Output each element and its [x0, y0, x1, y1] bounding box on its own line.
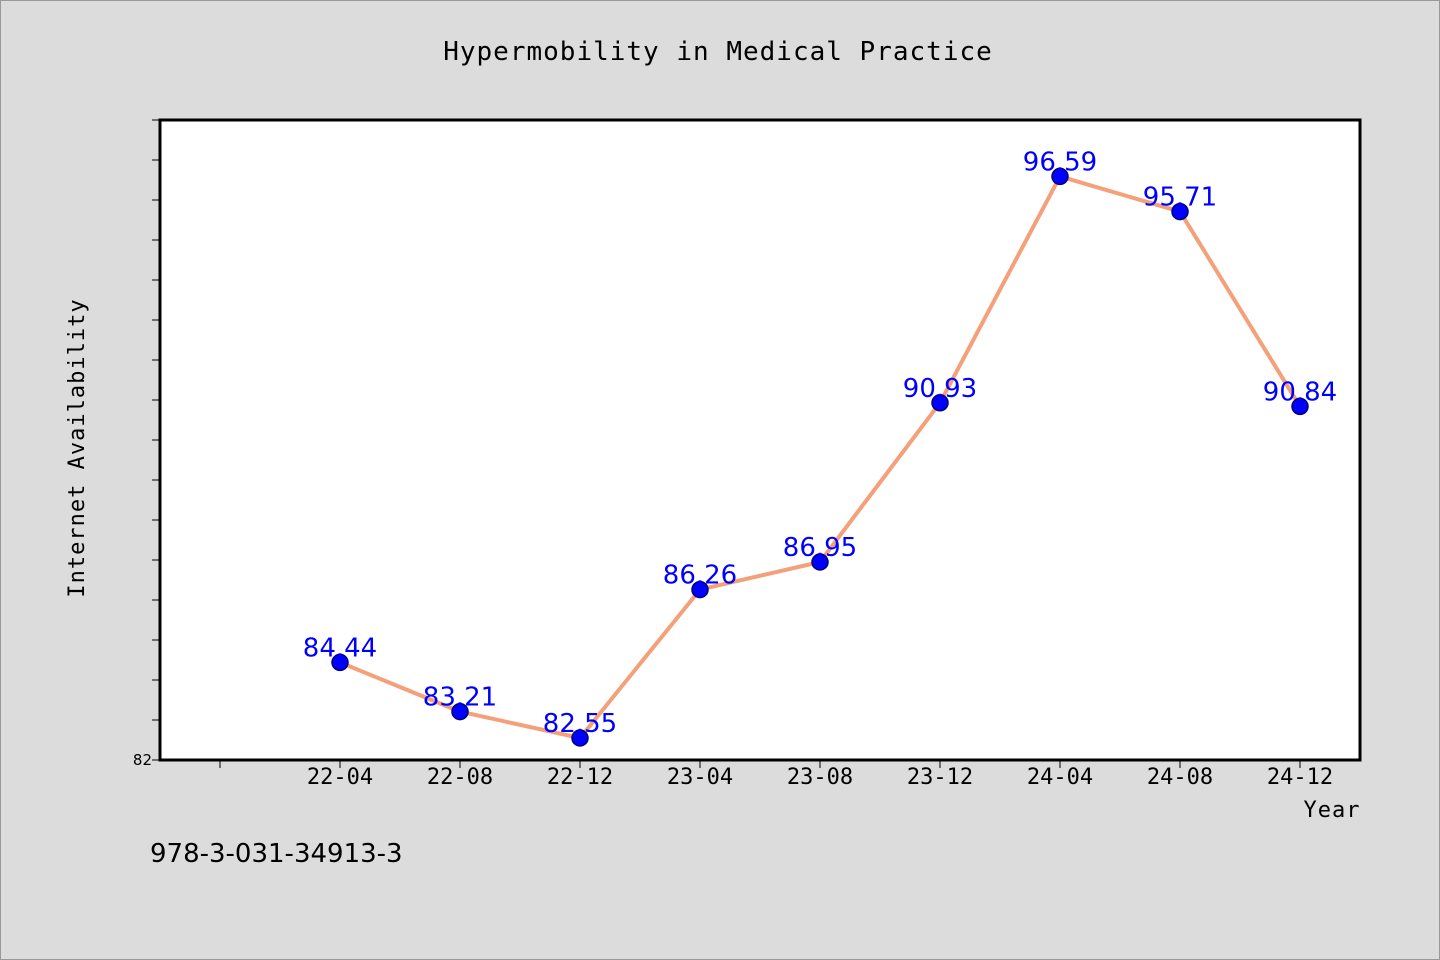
x-tick-label: 24-04	[1027, 765, 1093, 790]
data-label: 84.44	[303, 633, 377, 663]
data-point	[331, 653, 349, 672]
series-group	[331, 167, 1309, 747]
y-tick-label: 82	[133, 751, 152, 769]
x-tick-label: 23-08	[787, 765, 853, 790]
data-label: 86.26	[663, 561, 737, 591]
data-label: 82.55	[543, 709, 617, 739]
data-label: 95.71	[1143, 183, 1217, 213]
data-point	[931, 394, 949, 412]
data-labels: 84.44 83.21 82.55 86.26 86.95 90.93 96.59 95.71…	[303, 147, 1337, 739]
x-tick-label: 22-04	[307, 765, 373, 790]
data-label: 86.95	[783, 533, 857, 563]
x-tick-label: 24-08	[1147, 765, 1213, 790]
data-point	[691, 580, 709, 599]
data-point	[451, 702, 469, 721]
data-point	[1051, 167, 1069, 186]
isbn-text: 978-3-031-34913-3	[150, 839, 403, 869]
x-tick-label: 23-04	[667, 765, 733, 790]
y-axis-label: Internet Availability	[65, 298, 90, 597]
x-axis-ticks: 22-04 22-08 22-12 23-04 23-08 23-12 24-04 24-08…	[219, 760, 1333, 790]
x-tick-label: 22-08	[427, 765, 493, 790]
x-tick-label: 23-12	[907, 765, 973, 790]
data-point	[811, 553, 829, 571]
data-label: 83.21	[423, 683, 497, 713]
x-axis-label: Year	[1304, 798, 1361, 823]
data-label: 90.93	[903, 374, 977, 404]
data-label: 90.84	[1263, 377, 1337, 407]
plot-area	[158, 118, 1362, 762]
y-axis-ticks: 82	[133, 119, 160, 769]
data-point	[1291, 397, 1309, 416]
x-tick-label: 24-12	[1267, 765, 1333, 790]
data-point	[571, 729, 589, 747]
chart-title: Hypermobility in Medical Practice	[443, 37, 993, 67]
data-label: 96.59	[1023, 147, 1097, 177]
x-tick-label: 22-12	[547, 765, 613, 790]
data-point	[1171, 202, 1189, 221]
